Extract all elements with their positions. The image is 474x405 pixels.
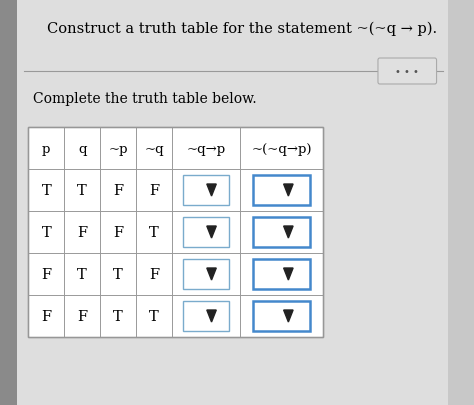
Bar bbox=[253, 259, 310, 290]
Polygon shape bbox=[207, 185, 216, 196]
Text: T: T bbox=[113, 309, 123, 323]
Text: F: F bbox=[41, 267, 51, 281]
Text: ~q: ~q bbox=[144, 142, 164, 155]
Bar bbox=[183, 259, 229, 290]
Text: T: T bbox=[149, 309, 159, 323]
Bar bbox=[253, 175, 310, 206]
Text: q: q bbox=[78, 142, 86, 155]
Text: F: F bbox=[77, 226, 87, 239]
FancyBboxPatch shape bbox=[378, 59, 437, 85]
Bar bbox=[253, 217, 310, 247]
Bar bbox=[183, 301, 229, 331]
Text: F: F bbox=[113, 183, 123, 198]
Text: T: T bbox=[149, 226, 159, 239]
Text: ~p: ~p bbox=[109, 142, 128, 155]
Text: F: F bbox=[41, 309, 51, 323]
Bar bbox=[28, 128, 323, 337]
Polygon shape bbox=[283, 185, 293, 196]
Text: F: F bbox=[149, 183, 159, 198]
Text: p: p bbox=[42, 142, 51, 155]
Bar bbox=[183, 217, 229, 247]
Text: T: T bbox=[77, 267, 87, 281]
Text: T: T bbox=[77, 183, 87, 198]
Polygon shape bbox=[283, 226, 293, 239]
Text: F: F bbox=[149, 267, 159, 281]
Polygon shape bbox=[207, 310, 216, 322]
Text: T: T bbox=[113, 267, 123, 281]
Text: • • •: • • • bbox=[395, 67, 419, 77]
Polygon shape bbox=[283, 310, 293, 322]
Bar bbox=[0, 0, 17, 405]
Text: ~(~q→p): ~(~q→p) bbox=[251, 142, 312, 155]
Text: Construct a truth table for the statement ~(~q → p).: Construct a truth table for the statemen… bbox=[47, 22, 437, 36]
Text: Complete the truth table below.: Complete the truth table below. bbox=[33, 92, 257, 106]
Polygon shape bbox=[283, 269, 293, 280]
Bar bbox=[183, 175, 229, 206]
Bar bbox=[253, 301, 310, 331]
Text: ~q→p: ~q→p bbox=[186, 142, 226, 155]
Text: F: F bbox=[113, 226, 123, 239]
Text: F: F bbox=[77, 309, 87, 323]
Polygon shape bbox=[207, 226, 216, 239]
Text: T: T bbox=[41, 183, 51, 198]
Polygon shape bbox=[207, 269, 216, 280]
Text: T: T bbox=[41, 226, 51, 239]
